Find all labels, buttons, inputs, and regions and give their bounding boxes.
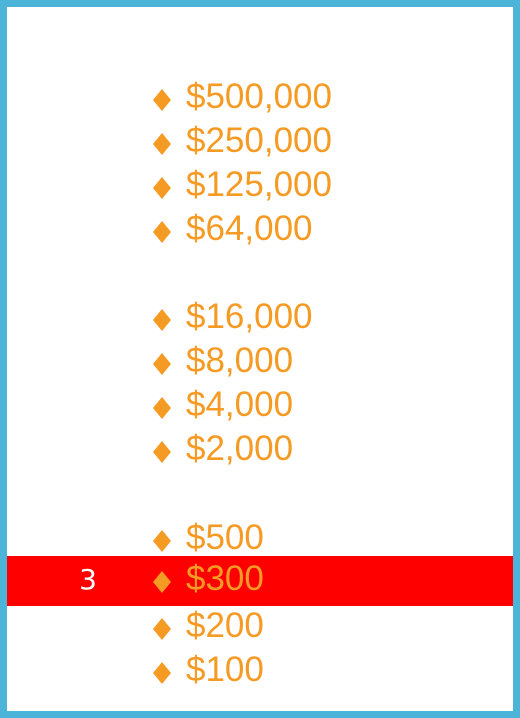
diamond-icon — [153, 177, 171, 199]
diamond-icon — [153, 133, 171, 155]
prize-row-8000: $8,000 — [7, 338, 513, 388]
prize-row-100: $100 — [7, 647, 513, 697]
prize-amount: $100 — [186, 650, 264, 689]
diamond-icon — [153, 89, 171, 111]
prize-amount: $500 — [186, 518, 264, 557]
row-number — [77, 74, 99, 124]
prize-row-500000: $500,000 — [7, 74, 513, 124]
row-number — [77, 382, 99, 432]
prize-row-250000: $250,000 — [7, 118, 513, 168]
row-number — [77, 162, 99, 212]
row-number — [77, 338, 99, 388]
row-number — [77, 118, 99, 168]
diamond-icon — [153, 662, 171, 684]
prize-row-300-current: 3 $300 — [7, 556, 513, 606]
diamond-icon — [153, 353, 171, 375]
row-number — [77, 647, 99, 697]
diamond-icon — [153, 397, 171, 419]
prize-ladder: $500,000 $250,000 $125,000 $64,000 $16,0… — [7, 7, 513, 711]
diamond-icon — [153, 221, 171, 243]
prize-amount: $16,000 — [186, 297, 313, 336]
prize-row-16000: $16,000 — [7, 294, 513, 344]
diamond-icon — [153, 571, 171, 593]
prize-amount: $125,000 — [186, 165, 332, 204]
row-number: 3 — [79, 563, 97, 596]
row-number — [77, 294, 99, 344]
row-number — [77, 426, 99, 476]
prize-row-4000: $4,000 — [7, 382, 513, 432]
diamond-icon — [153, 530, 171, 552]
prize-row-125000: $125,000 — [7, 162, 513, 212]
prize-amount: $500,000 — [186, 77, 332, 116]
prize-row-200: $200 — [7, 603, 513, 653]
prize-amount: $300 — [186, 559, 264, 598]
prize-amount: $8,000 — [186, 341, 294, 380]
prize-row-64000: $64,000 — [7, 206, 513, 256]
row-number — [77, 206, 99, 256]
prize-amount: $250,000 — [186, 121, 332, 160]
diamond-icon — [153, 618, 171, 640]
prize-amount: $64,000 — [186, 209, 313, 248]
diamond-icon — [153, 309, 171, 331]
prize-amount: $200 — [186, 606, 264, 645]
diamond-icon — [153, 441, 171, 463]
prize-amount: $2,000 — [186, 429, 294, 468]
row-number — [77, 603, 99, 653]
prize-row-500: $500 — [7, 515, 513, 565]
prize-row-2000: $2,000 — [7, 426, 513, 476]
prize-amount: $4,000 — [186, 385, 294, 424]
